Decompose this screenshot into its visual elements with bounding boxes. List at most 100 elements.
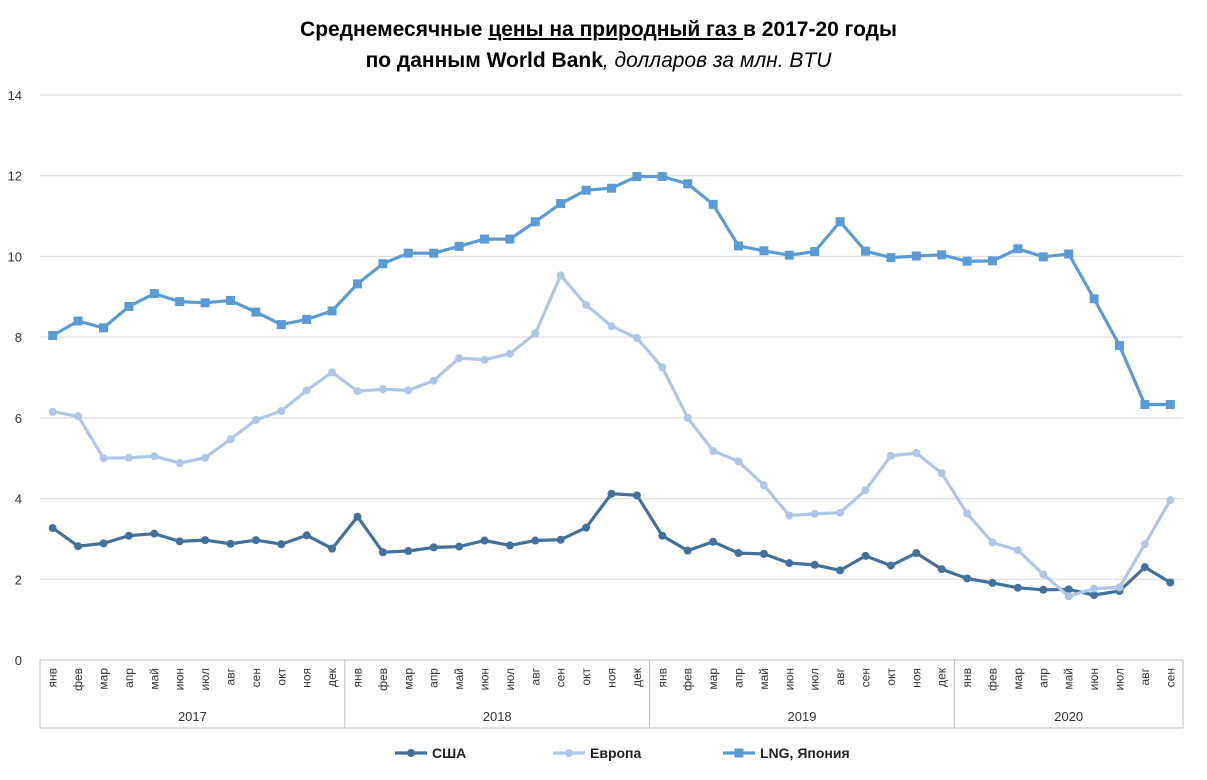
x-month-label: май <box>452 668 466 690</box>
data-point <box>175 297 185 307</box>
legend-label: LNG, Япония <box>760 745 850 761</box>
data-point <box>175 459 184 468</box>
data-point <box>963 574 972 583</box>
y-tick-label: 14 <box>8 88 22 103</box>
x-month-label: июн <box>782 668 796 690</box>
data-point <box>277 540 286 549</box>
x-month-label: авг <box>833 667 847 685</box>
series-line <box>51 174 1172 407</box>
data-point <box>886 451 895 460</box>
data-point <box>531 536 540 545</box>
data-point <box>785 511 794 520</box>
data-point <box>226 539 235 548</box>
x-year-label: 2020 <box>1054 709 1083 724</box>
x-year-label: 2017 <box>178 709 207 724</box>
data-point <box>404 547 413 556</box>
data-point <box>73 316 83 326</box>
data-point <box>99 323 108 333</box>
data-point <box>1064 585 1073 594</box>
x-month-label: фев <box>986 668 1000 691</box>
data-point <box>912 448 921 457</box>
data-point <box>201 453 210 462</box>
y-tick-label: 6 <box>15 411 22 426</box>
data-point <box>1039 570 1048 579</box>
data-point <box>99 539 108 548</box>
legend-item: Европа <box>553 745 642 761</box>
data-point <box>709 537 718 546</box>
data-point <box>480 234 489 244</box>
data-point <box>454 241 464 251</box>
data-point <box>74 542 83 551</box>
x-month-label: ноя <box>605 668 619 688</box>
x-month-label: дек <box>630 667 644 687</box>
data-point <box>759 481 768 490</box>
data-point <box>886 561 895 570</box>
x-month-label: июл <box>503 668 517 690</box>
data-point <box>810 247 820 257</box>
data-point <box>911 251 921 261</box>
data-point <box>327 306 337 316</box>
data-point <box>581 185 591 195</box>
x-month-label: фев <box>71 668 85 691</box>
data-point <box>353 512 362 521</box>
data-point <box>150 529 159 538</box>
data-point <box>784 250 794 260</box>
data-point <box>251 536 260 545</box>
legend-marker <box>407 749 415 757</box>
x-month-label: авг <box>224 667 238 685</box>
data-point <box>632 333 641 342</box>
data-point <box>531 329 540 338</box>
gridlines <box>40 94 1183 580</box>
x-month-label: янв <box>655 668 669 688</box>
data-point <box>226 435 235 444</box>
y-tick-label: 4 <box>15 492 22 507</box>
data-point <box>1038 252 1048 262</box>
data-point <box>683 546 692 555</box>
x-month-label: апр <box>427 668 441 688</box>
data-point <box>1140 563 1149 572</box>
data-point <box>124 301 134 311</box>
data-point <box>1064 249 1074 259</box>
data-point <box>861 551 870 560</box>
chart-title-line-1: Среднемесячные цены на природный газ в 2… <box>300 18 897 41</box>
series-США <box>48 489 1175 600</box>
legend-item: LNG, Япония <box>723 745 850 761</box>
data-point <box>988 538 997 547</box>
data-point <box>683 179 693 189</box>
data-point <box>1064 592 1073 601</box>
data-point <box>302 314 312 324</box>
data-point <box>734 457 743 466</box>
data-point <box>1089 294 1099 304</box>
data-point <box>302 386 311 395</box>
data-point <box>429 543 438 552</box>
data-point <box>455 542 464 551</box>
data-point <box>759 549 768 558</box>
data-point <box>1140 540 1149 549</box>
legend-item: США <box>395 745 466 761</box>
y-tick-label: 0 <box>15 653 22 668</box>
x-month-label: окт <box>579 668 593 686</box>
x-year-label: 2018 <box>483 709 512 724</box>
x-month-label: май <box>1062 668 1076 690</box>
data-point <box>48 407 57 416</box>
legend-label: Европа <box>590 745 642 761</box>
data-point <box>505 349 514 358</box>
data-point <box>1166 496 1175 505</box>
data-point <box>74 412 83 421</box>
x-month-label: апр <box>122 668 136 688</box>
data-point <box>276 320 286 330</box>
data-point <box>607 183 616 193</box>
data-point <box>505 234 515 244</box>
x-month-label: дек <box>935 667 949 687</box>
data-point <box>328 544 337 553</box>
x-month-label: мар <box>97 668 111 690</box>
x-year-label: 2019 <box>788 709 817 724</box>
data-point <box>836 508 845 517</box>
data-point <box>1140 400 1150 410</box>
data-point <box>657 172 667 182</box>
data-point <box>124 531 133 540</box>
data-point <box>48 524 57 533</box>
data-point <box>251 415 260 424</box>
data-point <box>149 289 159 299</box>
